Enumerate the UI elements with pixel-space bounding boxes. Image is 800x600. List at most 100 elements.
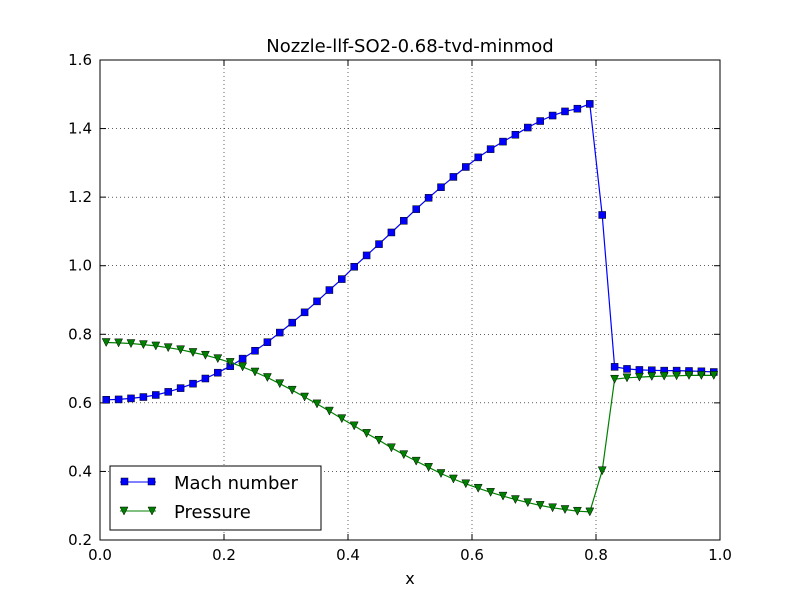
data-point-pressure bbox=[535, 501, 545, 510]
data-point-pressure bbox=[585, 507, 595, 517]
data-point-pressure bbox=[126, 339, 136, 349]
data-point-mach-number bbox=[201, 374, 210, 383]
data-point-mach-number bbox=[214, 368, 222, 377]
data-point-pressure bbox=[448, 474, 458, 484]
data-point-pressure bbox=[300, 392, 310, 402]
data-point-pressure bbox=[572, 506, 582, 516]
data-point-pressure bbox=[386, 443, 396, 453]
data-point-mach-number bbox=[387, 228, 396, 237]
data-point-mach-number bbox=[350, 262, 358, 271]
data-point-mach-number bbox=[524, 123, 532, 132]
y-tick-label: 0.6 bbox=[68, 394, 92, 412]
data-point-pressure bbox=[523, 498, 533, 508]
data-point-pressure bbox=[238, 362, 248, 372]
data-point-pressure bbox=[473, 483, 483, 493]
data-point-pressure bbox=[436, 469, 446, 479]
data-point-mach-number bbox=[573, 104, 582, 113]
data-point-pressure bbox=[200, 350, 210, 360]
data-point-mach-number bbox=[561, 107, 569, 116]
data-point-mach-number bbox=[164, 388, 172, 396]
plot-series bbox=[101, 100, 719, 517]
data-point-mach-number bbox=[102, 396, 110, 404]
data-point-pressure bbox=[275, 379, 285, 389]
x-tick-label: 0.6 bbox=[460, 546, 484, 564]
data-point-pressure bbox=[647, 372, 657, 382]
data-point-pressure bbox=[163, 343, 173, 353]
y-tick-label: 0.8 bbox=[68, 325, 92, 343]
data-point-pressure bbox=[213, 354, 223, 364]
data-point-pressure bbox=[101, 338, 111, 348]
data-point-mach-number bbox=[536, 117, 544, 125]
data-point-mach-number bbox=[548, 111, 557, 120]
data-point-pressure bbox=[262, 373, 272, 383]
data-point-mach-number bbox=[263, 338, 272, 346]
data-point-mach-number bbox=[486, 145, 495, 153]
data-point-mach-number bbox=[114, 395, 123, 404]
data-point-pressure bbox=[560, 505, 570, 515]
data-point-pressure bbox=[337, 414, 347, 424]
data-point-mach-number bbox=[586, 100, 594, 108]
y-tick-label: 1.2 bbox=[68, 188, 92, 206]
data-point-pressure bbox=[610, 374, 620, 384]
data-point-pressure bbox=[324, 406, 334, 416]
data-point-mach-number bbox=[338, 275, 346, 283]
data-point-pressure bbox=[250, 367, 260, 377]
legend-marker-mach-number-end bbox=[147, 477, 156, 486]
data-point-mach-number bbox=[598, 211, 606, 219]
data-point-pressure bbox=[312, 399, 322, 409]
x-tick-label: 0.8 bbox=[584, 546, 608, 564]
data-point-mach-number bbox=[424, 194, 433, 202]
data-point-mach-number bbox=[139, 393, 148, 401]
legend-marker-mach-number bbox=[120, 477, 129, 486]
legend-marker-pressure bbox=[119, 506, 129, 516]
x-tick-label: 0.0 bbox=[88, 546, 112, 564]
data-point-pressure bbox=[672, 371, 682, 381]
data-point-mach-number bbox=[288, 318, 296, 327]
data-point-mach-number bbox=[635, 366, 644, 374]
data-point-pressure bbox=[114, 338, 124, 348]
data-point-mach-number bbox=[499, 137, 507, 146]
data-point-pressure bbox=[176, 345, 186, 355]
y-tick-label: 1.6 bbox=[68, 51, 92, 69]
data-point-pressure bbox=[399, 450, 409, 460]
data-point-pressure bbox=[374, 435, 384, 445]
data-point-pressure bbox=[659, 371, 669, 381]
data-point-mach-number bbox=[437, 183, 445, 191]
y-tick-label: 0.2 bbox=[68, 531, 92, 549]
data-point-mach-number bbox=[449, 173, 458, 181]
data-point-mach-number bbox=[251, 346, 259, 355]
data-point-mach-number bbox=[176, 384, 185, 392]
x-tick-label: 1.0 bbox=[708, 546, 732, 564]
data-point-mach-number bbox=[127, 394, 135, 403]
data-point-pressure bbox=[411, 456, 421, 466]
data-point-mach-number bbox=[474, 153, 482, 162]
data-point-mach-number bbox=[313, 297, 321, 306]
data-point-pressure bbox=[287, 385, 297, 395]
legend: Mach number Pressure bbox=[109, 465, 322, 531]
data-point-pressure bbox=[709, 371, 719, 380]
data-point-mach-number bbox=[276, 328, 284, 337]
data-point-mach-number bbox=[325, 286, 334, 294]
x-tick-label: 0.4 bbox=[336, 546, 360, 564]
legend-label-mach-number: Mach number bbox=[174, 473, 298, 494]
legend-box bbox=[109, 465, 322, 531]
data-point-mach-number bbox=[152, 391, 160, 399]
data-point-mach-number bbox=[623, 365, 631, 373]
axis-ticks: 0.0 0.2 0.4 0.6 0.8 1.00.20.40.60.81.01.21.41… bbox=[68, 51, 732, 564]
data-point-pressure bbox=[486, 488, 496, 497]
data-point-pressure bbox=[461, 479, 471, 489]
data-point-pressure bbox=[138, 340, 148, 350]
data-point-pressure bbox=[424, 463, 434, 472]
data-point-pressure bbox=[634, 372, 644, 382]
data-point-mach-number bbox=[462, 163, 470, 171]
data-point-pressure bbox=[597, 466, 607, 476]
data-point-pressure bbox=[684, 371, 694, 380]
data-point-mach-number bbox=[300, 308, 309, 317]
data-point-mach-number bbox=[511, 130, 520, 139]
legend-marker-pressure-end bbox=[147, 506, 157, 516]
x-axis-label: x bbox=[405, 569, 414, 588]
data-point-pressure bbox=[151, 341, 161, 351]
data-point-mach-number bbox=[412, 205, 420, 213]
data-point-pressure bbox=[498, 491, 508, 501]
